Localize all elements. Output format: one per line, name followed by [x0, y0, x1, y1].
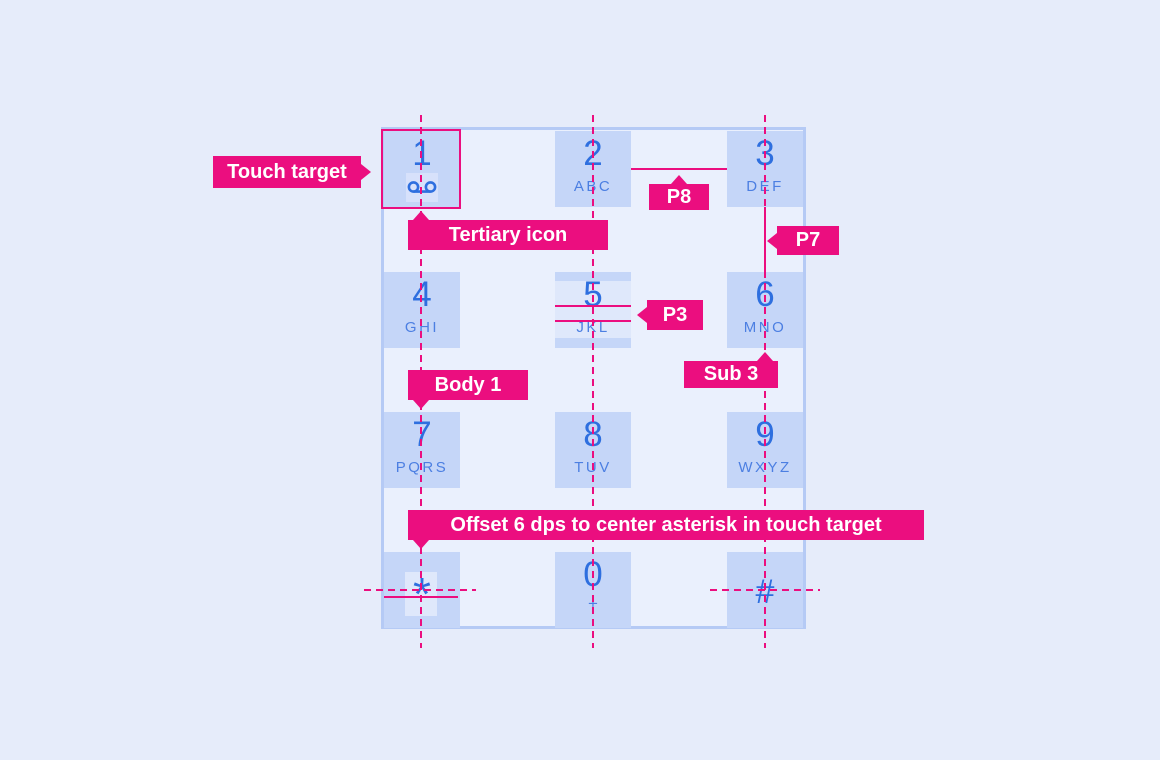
- key-4[interactable]: 4 GHI: [384, 272, 460, 348]
- sub3-label: Sub 3: [684, 352, 778, 388]
- keyline-hash-row: [710, 589, 820, 591]
- voicemail-icon: [407, 180, 437, 193]
- key-digit: 1: [412, 134, 432, 173]
- tertiary-icon-highlight: [406, 173, 438, 202]
- p8-label: P8: [649, 175, 709, 210]
- p3-measure-line-bottom: [555, 320, 631, 322]
- key-1[interactable]: 1: [384, 131, 460, 207]
- p7-label: P7: [767, 226, 839, 255]
- key-digit: *: [413, 568, 431, 620]
- key-letters: ABC: [574, 176, 612, 198]
- key-digit: 4: [412, 275, 432, 314]
- key-letters: WXYZ: [738, 457, 791, 479]
- asterisk-offset-line: [384, 596, 458, 598]
- p3-measure-line-top: [555, 305, 631, 307]
- keyline-asterisk-row: [364, 589, 476, 591]
- key-7[interactable]: 7 PQRS: [384, 412, 460, 488]
- tertiary-icon-label: Tertiary icon: [408, 211, 608, 250]
- key-letters: MNO: [744, 317, 787, 339]
- key-letters: TUV: [574, 457, 612, 479]
- p3-label: P3: [637, 300, 703, 330]
- key-letters: DEF: [746, 176, 784, 198]
- p7-measure-line: [764, 207, 766, 272]
- key-letters: JKL: [576, 317, 609, 339]
- p8-measure-line: [631, 168, 727, 170]
- offset-label: Offset 6 dps to center asterisk in touch…: [408, 510, 924, 549]
- key-digit: 7: [412, 415, 432, 454]
- keyline-column-2: [592, 115, 594, 648]
- touch-target-outline: [381, 129, 461, 209]
- touch-target-label: Touch target: [213, 156, 371, 188]
- body1-label: Body 1: [408, 370, 528, 409]
